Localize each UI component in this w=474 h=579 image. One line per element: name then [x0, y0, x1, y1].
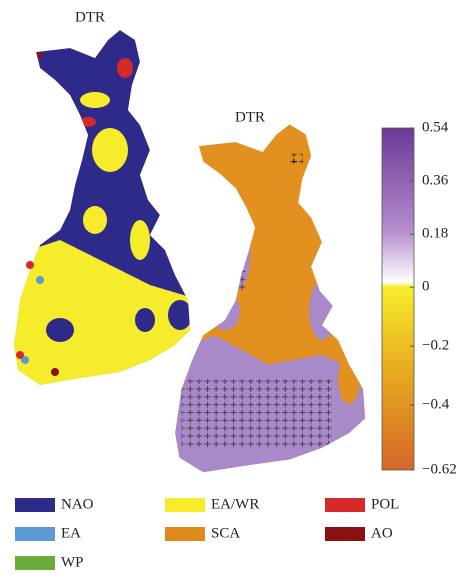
legend-swatch: [325, 527, 365, 541]
colorbar: [381, 127, 415, 471]
dot: [26, 261, 34, 269]
legend-label: NAO: [61, 496, 94, 512]
left-map: [14, 30, 190, 385]
colorbar-ticks: 0.54 0.36 0.18 0 −0.2 −0.4 −0.62: [410, 119, 457, 477]
colorbar-tick-label: −0.2: [422, 338, 449, 354]
colorbar-tick-label: −0.62: [422, 461, 457, 477]
legend-swatch: [325, 498, 365, 512]
map-title: DTR: [235, 109, 265, 125]
legend-label: EA: [61, 525, 81, 541]
legend-swatch: [15, 498, 55, 512]
legend-label: WP: [61, 554, 84, 570]
colorbar-tick-label: 0: [422, 279, 430, 295]
legend-swatch: [15, 527, 55, 541]
legend-swatch: [165, 498, 205, 512]
legend-swatch: [165, 527, 205, 541]
map-title: DTR: [75, 9, 105, 25]
dot: [37, 52, 43, 58]
dot: [16, 351, 24, 359]
colorbar-tick-label: 0.54: [422, 119, 449, 135]
legend-label: EA/WR: [211, 496, 259, 512]
legend-swatch: [15, 556, 55, 570]
legend-label: SCA: [211, 525, 240, 541]
colorbar-tick-label: 0.36: [422, 173, 449, 189]
right-map: [175, 124, 366, 473]
colorbar-tick-label: 0.18: [422, 226, 448, 242]
colorbar-tick-label: −0.4: [422, 397, 450, 413]
legend-label: POL: [371, 496, 399, 512]
legend: NAO EA WP EA/WR SCA POL AO: [15, 496, 399, 570]
legend-label: AO: [371, 525, 393, 541]
